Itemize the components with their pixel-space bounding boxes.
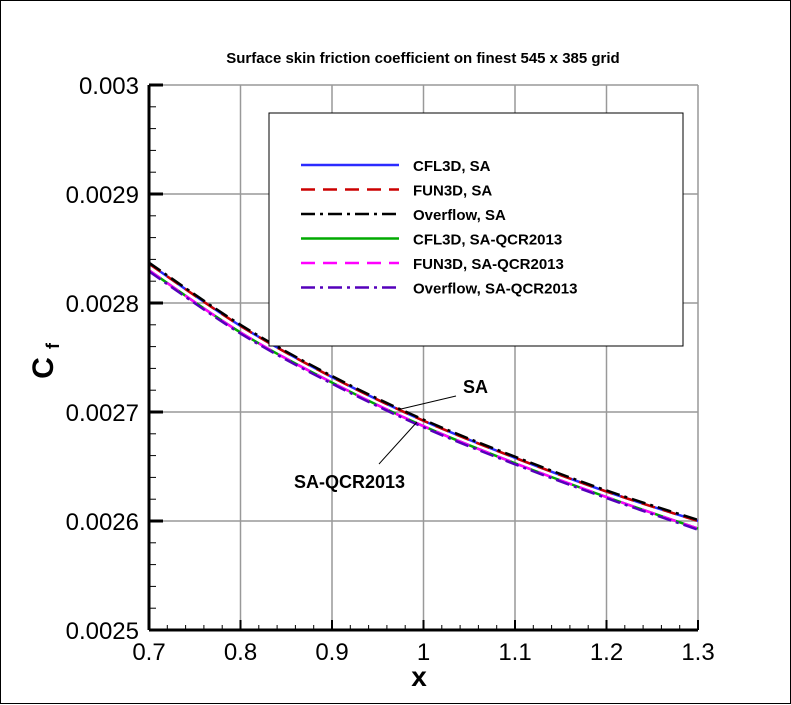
legend-entry: FUN3D, SA bbox=[413, 183, 492, 200]
sa-leader-line bbox=[400, 395, 457, 410]
y-tick-label: 0.0029 bbox=[66, 182, 139, 209]
legend-box bbox=[268, 112, 684, 347]
y-tick-label: 0.003 bbox=[79, 73, 139, 100]
legend-entry: CFL3D, SA-QCR2013 bbox=[413, 232, 562, 249]
series-line bbox=[148, 261, 699, 522]
x-tick-label: 0.7 bbox=[132, 639, 165, 666]
y-tick-label: 0.0025 bbox=[66, 618, 139, 645]
x-tick-label: 1.3 bbox=[681, 639, 714, 666]
x-tick-label: 1 bbox=[417, 639, 430, 666]
y-tick-label: 0.0026 bbox=[66, 509, 139, 536]
x-tick-label: 1.2 bbox=[590, 639, 623, 666]
y-axis-label: C f bbox=[27, 342, 63, 379]
y-axis-label-sub: f bbox=[43, 342, 63, 349]
x-axis-label: x bbox=[411, 661, 427, 692]
legend-entry: FUN3D, SA-QCR2013 bbox=[413, 256, 564, 273]
x-tick-label: 1.1 bbox=[498, 639, 531, 666]
series-line bbox=[148, 270, 699, 531]
qcr-annotation: SA-QCR2013 bbox=[294, 472, 405, 492]
y-tick-label: 0.0028 bbox=[66, 291, 139, 318]
legend-entry: Overflow, SA-QCR2013 bbox=[413, 281, 578, 298]
x-tick-label: 0.9 bbox=[315, 639, 348, 666]
x-tick-label: 0.8 bbox=[224, 639, 257, 666]
legend-entry: CFL3D, SA bbox=[413, 158, 491, 175]
y-axis-label-main: C bbox=[27, 357, 60, 379]
legend-entry: Overflow, SA bbox=[413, 207, 506, 224]
y-tick-label: 0.0027 bbox=[66, 400, 139, 427]
chart-title: Surface skin friction coefficient on fin… bbox=[226, 50, 619, 67]
sa-annotation: SA bbox=[463, 377, 488, 397]
qcr-leader-line bbox=[378, 421, 418, 465]
